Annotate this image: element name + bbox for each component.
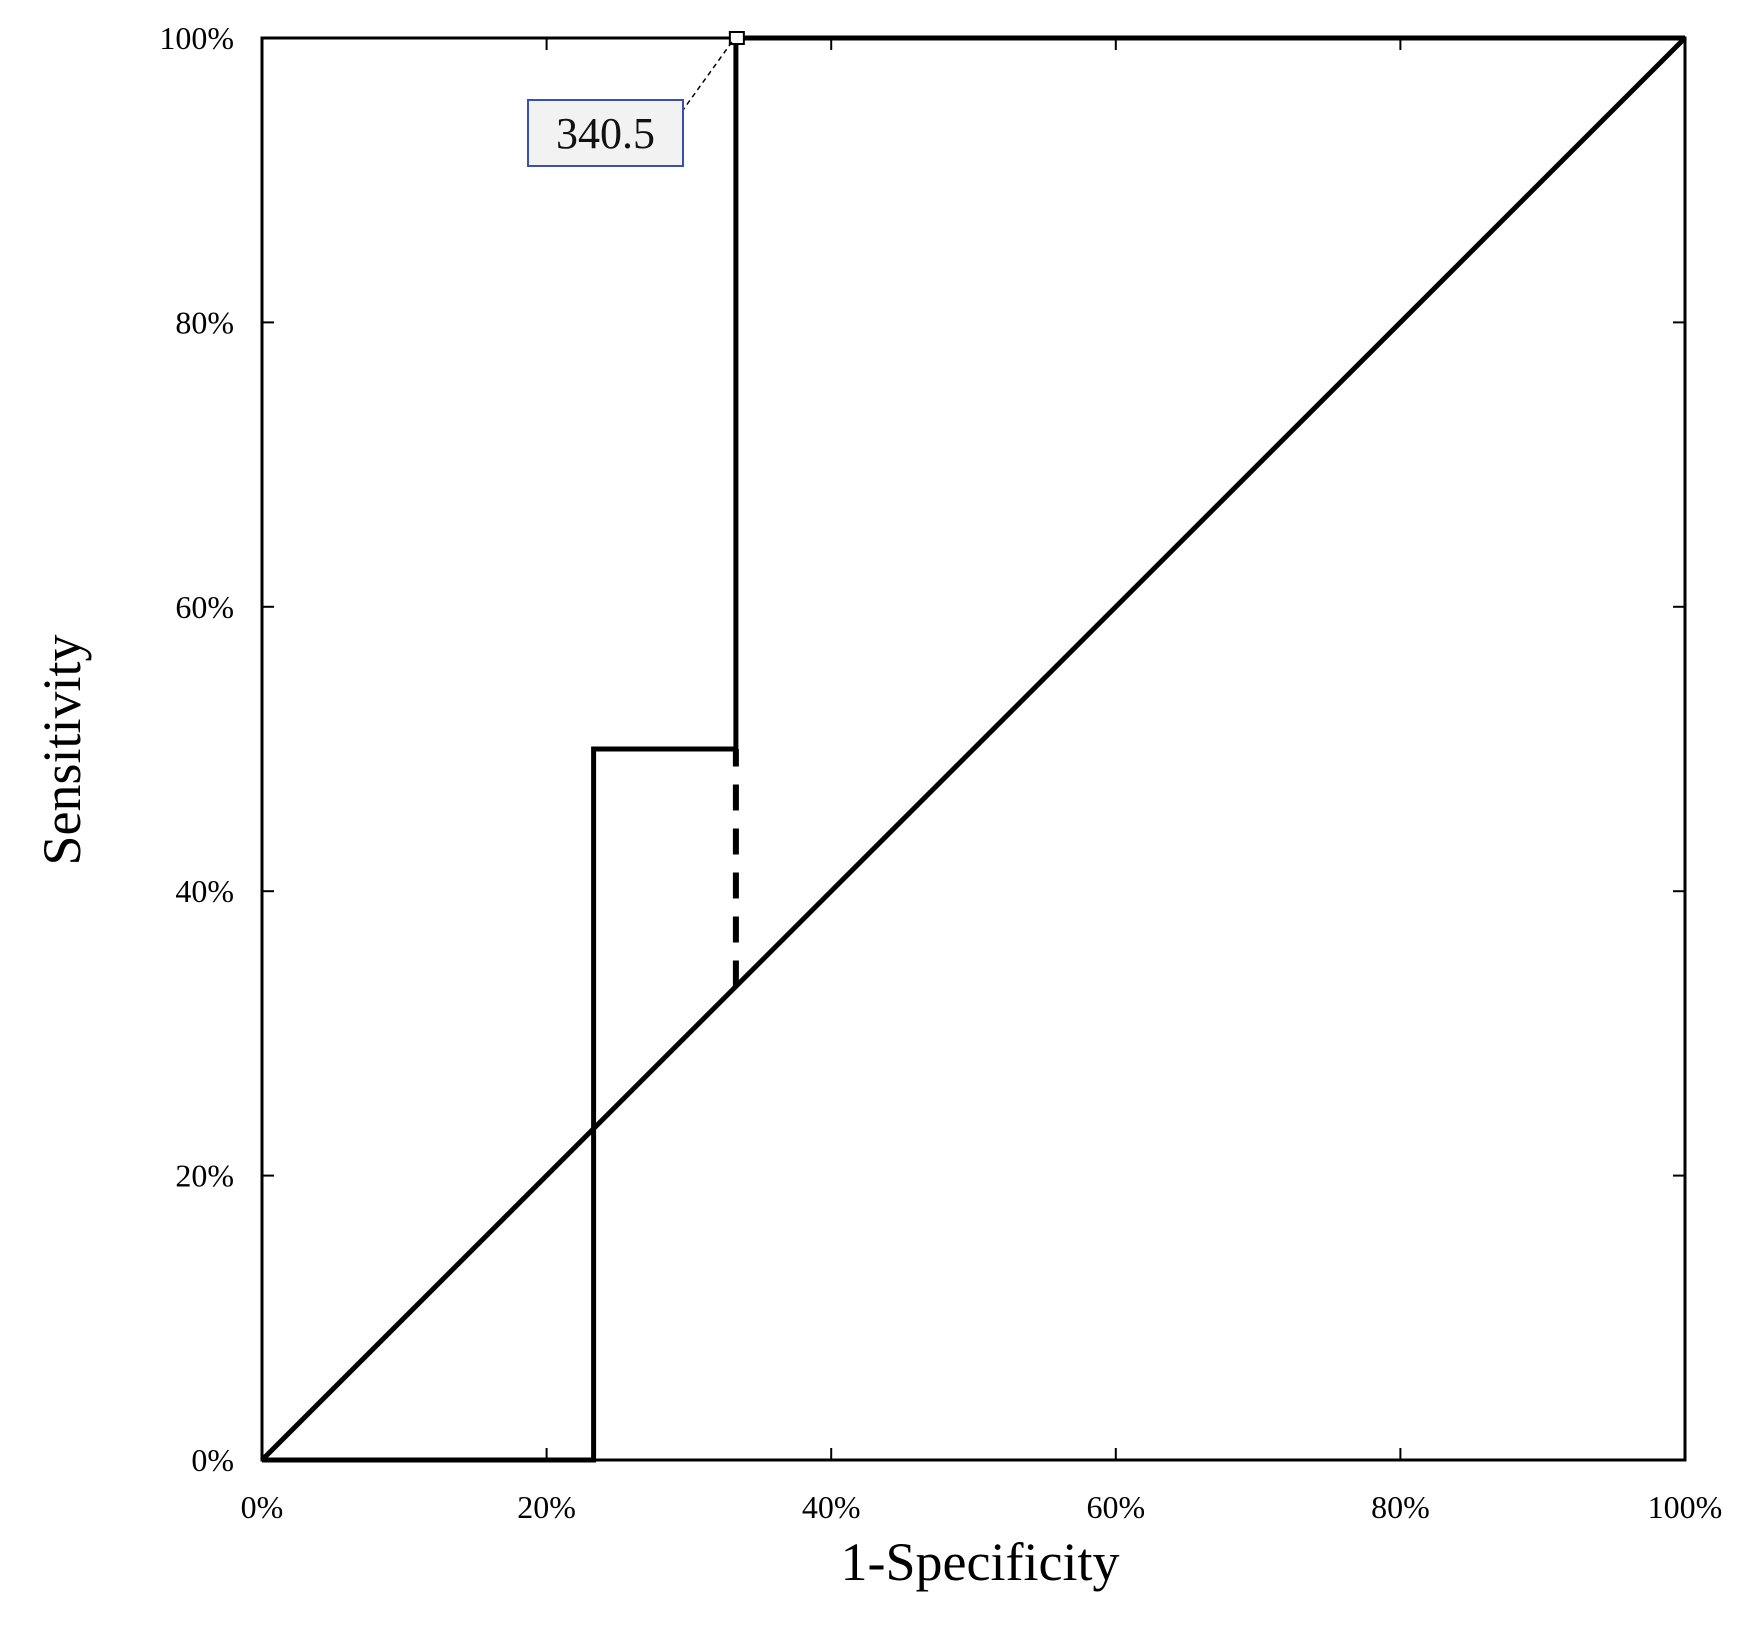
x-tick-label: 40% xyxy=(802,1489,861,1525)
callout-box xyxy=(527,99,684,167)
callout-leader-line xyxy=(682,41,733,111)
y-tick-label: 80% xyxy=(175,304,234,340)
y-axis-title: Sensitivity xyxy=(32,634,92,865)
y-tick-label: 20% xyxy=(175,1158,234,1194)
y-tick-label: 100% xyxy=(159,20,234,56)
x-tick-label: 0% xyxy=(241,1489,284,1525)
x-tick-label: 80% xyxy=(1371,1489,1430,1525)
y-tick-label: 60% xyxy=(175,589,234,625)
y-tick-label: 40% xyxy=(175,873,234,909)
y-tick-label: 0% xyxy=(191,1442,234,1478)
plot-area xyxy=(260,35,1687,1463)
roc-curve-line xyxy=(262,35,1685,1463)
callout-label: 340.5 xyxy=(556,109,655,158)
x-tick-label: 100% xyxy=(1648,1489,1723,1525)
axis-ticks xyxy=(261,37,1686,1461)
x-axis-title: 1-Specificity xyxy=(841,1532,1120,1592)
threshold-callout: 340.5 xyxy=(527,31,745,167)
tick-labels: 0% 20% 40% 60% 80% 100% 0% 20% 40% 60% 80% 100% xyxy=(159,20,1722,1525)
threshold-marker xyxy=(728,31,745,45)
x-tick-label: 20% xyxy=(517,1489,576,1525)
x-tick-label: 60% xyxy=(1086,1489,1145,1525)
reference-diagonal-line xyxy=(260,36,1687,1462)
